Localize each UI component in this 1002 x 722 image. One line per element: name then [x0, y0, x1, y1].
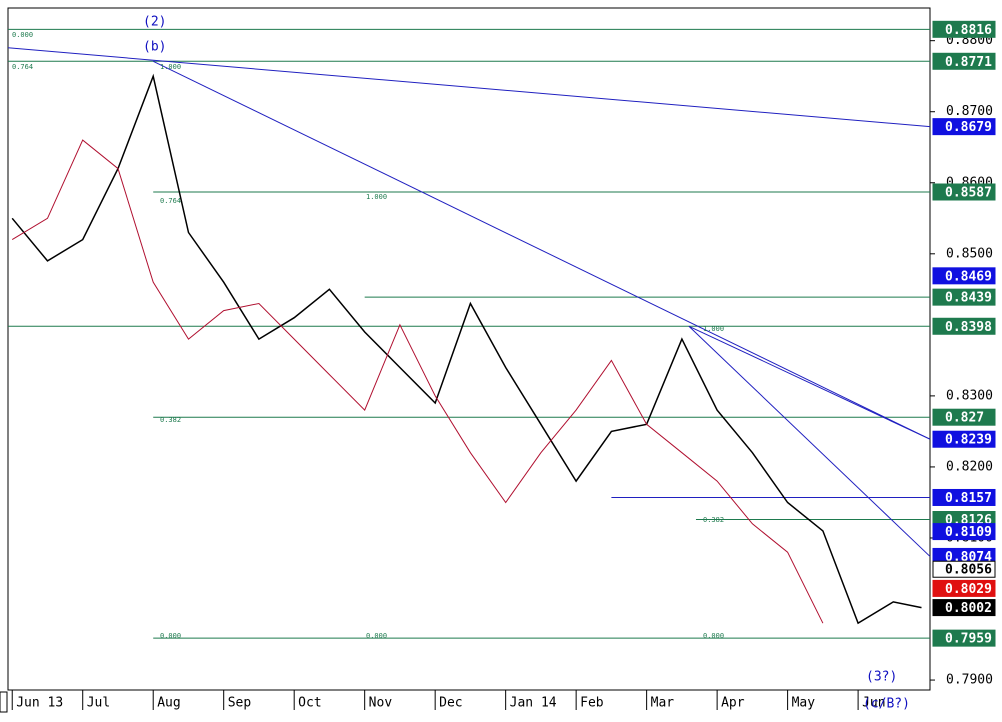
- x-tick-label: May: [792, 696, 816, 711]
- trend-line: [688, 325, 931, 440]
- fib-label: 0.000: [366, 632, 387, 640]
- price-label: 0.8109: [945, 525, 992, 540]
- price-label-box: [932, 560, 996, 578]
- y-tick-label: 0.7900: [946, 673, 993, 688]
- corner-box: [0, 691, 8, 713]
- y-tick-label: 0.8300: [946, 388, 993, 403]
- price-label-box: [932, 523, 996, 541]
- y-tick-label: 0.8200: [946, 459, 993, 474]
- x-tick-label: Jun 13: [16, 696, 63, 711]
- fib-label: 0.000: [703, 632, 724, 640]
- price-label: 0.8029: [945, 582, 992, 597]
- plot-frame: [7, 7, 931, 691]
- fib-label: 1.000: [703, 325, 724, 333]
- price-line: [11, 73, 922, 625]
- x-tick-label: Aug: [157, 696, 180, 711]
- fib-label: 0.382: [703, 516, 724, 524]
- price-label-box: [932, 52, 996, 70]
- price-label: 0.8157: [945, 491, 992, 506]
- price-line: [11, 139, 824, 624]
- x-tick-label: Dec: [439, 696, 462, 711]
- price-label-box: [932, 267, 996, 285]
- wave-label: (2): [143, 15, 166, 30]
- fib-label: 0.764: [12, 63, 33, 71]
- x-tick-label: Oct: [298, 696, 321, 711]
- y-tick-label: 0.8500: [946, 246, 993, 261]
- fib-label: 0.000: [12, 31, 33, 39]
- x-tick-label: Apr: [721, 696, 745, 711]
- fib-label: 0.000: [160, 632, 181, 640]
- price-label: 0.8679: [945, 120, 992, 135]
- price-label: 0.8056: [945, 563, 992, 578]
- price-label-box: [932, 317, 996, 335]
- price-label: 0.8398: [945, 320, 992, 335]
- price-label-box: [932, 408, 996, 426]
- price-label-box: [932, 599, 996, 617]
- price-label: 0.8587: [945, 185, 992, 200]
- x-tick-label: Jul: [87, 696, 110, 711]
- price-label: 0.8469: [945, 269, 992, 284]
- price-label-box: [932, 20, 996, 38]
- trend-line: [688, 325, 931, 557]
- price-label-box: [932, 579, 996, 597]
- price-label: 0.8816: [945, 23, 992, 38]
- wave-label: (c/B?): [863, 697, 910, 712]
- x-tick-label: Feb: [580, 696, 604, 711]
- price-label: 0.8439: [945, 291, 992, 306]
- x-tick-label: Nov: [369, 696, 393, 711]
- price-label-box: [932, 288, 996, 306]
- fib-label: 1.000: [366, 193, 387, 201]
- price-label-box: [932, 430, 996, 448]
- fib-label: 0.764: [160, 197, 181, 205]
- price-label: 0.8239: [945, 433, 992, 448]
- fib-label: 0.382: [160, 416, 181, 424]
- x-tick-label: Jun: [862, 696, 885, 711]
- wave-label: (3?): [866, 670, 897, 685]
- x-tick-label: Jan 14: [510, 696, 557, 711]
- x-tick-label: Mar: [651, 696, 675, 711]
- wave-label: (b): [143, 40, 166, 55]
- fib-label: 1.000: [160, 63, 181, 71]
- trend-line: [7, 47, 931, 128]
- price-label: 0.827: [945, 411, 984, 426]
- price-label-box: [932, 118, 996, 136]
- x-tick-label: Sep: [228, 696, 252, 711]
- price-label-box: [932, 183, 996, 201]
- price-label: 0.8771: [945, 55, 992, 70]
- price-label: 0.7959: [945, 632, 992, 647]
- trend-line: [152, 60, 931, 440]
- price-label-box: [932, 629, 996, 647]
- y-tick-label: 0.8700: [946, 104, 993, 119]
- price-label: 0.8002: [945, 601, 992, 616]
- price-label-box: [932, 488, 996, 506]
